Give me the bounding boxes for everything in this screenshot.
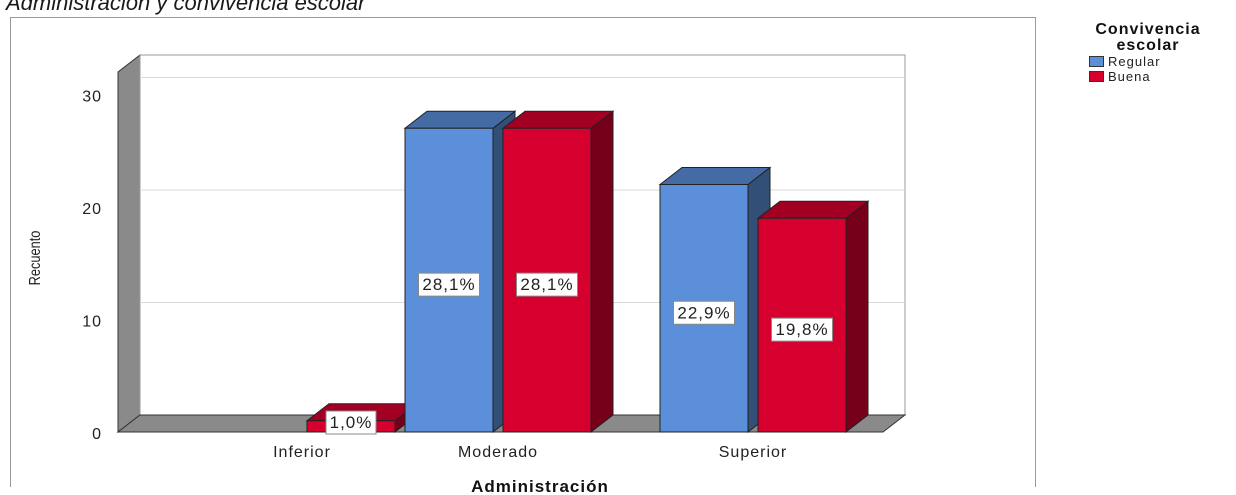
data-label-text: 28,1% — [520, 275, 573, 294]
y-axis-label: Recuento — [27, 231, 45, 286]
data-label-box — [418, 272, 480, 297]
bar-side — [590, 110, 614, 434]
chart-left-wall — [117, 53, 141, 434]
bar-side — [845, 200, 869, 434]
bar-buena-moderado — [501, 110, 615, 434]
chart-title: Administración y convivencia escolar — [6, 0, 366, 15]
data-label-text: 19,8% — [775, 320, 828, 339]
x-tick-label: Moderado — [458, 444, 538, 461]
legend-title: Convivencia escolar — [1063, 22, 1233, 54]
legend-swatch-buena — [1089, 71, 1104, 82]
data-label-box — [325, 410, 377, 435]
data-label-text: 1,0% — [330, 413, 373, 432]
bar-regular-superior — [658, 166, 772, 434]
data-label-text: 28,1% — [422, 275, 475, 294]
x-tick-label: Superior — [719, 444, 787, 461]
y-tick-label: 30 — [82, 89, 102, 106]
chart-frame — [10, 17, 1036, 487]
bars — [305, 110, 870, 434]
legend-swatch-regular — [1089, 56, 1104, 67]
y-tick-label: 0 — [92, 426, 102, 443]
data-label: 19,8% — [771, 317, 833, 342]
legend-label-buena: Buena — [1108, 69, 1151, 84]
y-tick-label: 20 — [82, 201, 102, 218]
legend: Convivencia escolar Regular Buena — [1063, 22, 1233, 84]
data-label-text: 22,9% — [677, 303, 730, 322]
data-label: 1,0% — [325, 410, 377, 435]
legend-label-regular: Regular — [1108, 54, 1161, 69]
x-tick-label: Inferior — [273, 444, 331, 461]
data-label-box — [673, 300, 735, 325]
x-axis-ticks: Inferior Moderado Superior — [273, 444, 787, 461]
data-label-box — [771, 317, 833, 342]
y-tick-label: 10 — [82, 314, 102, 331]
data-label: 28,1% — [418, 272, 480, 297]
data-labels: 1,0% 28,1% 28,1% 22,9% 19,8% — [325, 272, 833, 435]
legend-title-line2: escolar — [1116, 37, 1180, 54]
y-axis-ticks: 0 10 20 30 — [82, 89, 102, 444]
data-label: 22,9% — [673, 300, 735, 325]
bar-buena-superior — [756, 200, 870, 434]
legend-item-regular: Regular — [1089, 54, 1233, 69]
data-label: 28,1% — [516, 272, 578, 297]
legend-item-buena: Buena — [1089, 69, 1233, 84]
data-label-box — [516, 272, 578, 297]
legend-title-line1: Convivencia — [1095, 21, 1201, 38]
bar-regular-moderado — [403, 110, 517, 434]
x-axis-label: Administración — [471, 477, 609, 495]
